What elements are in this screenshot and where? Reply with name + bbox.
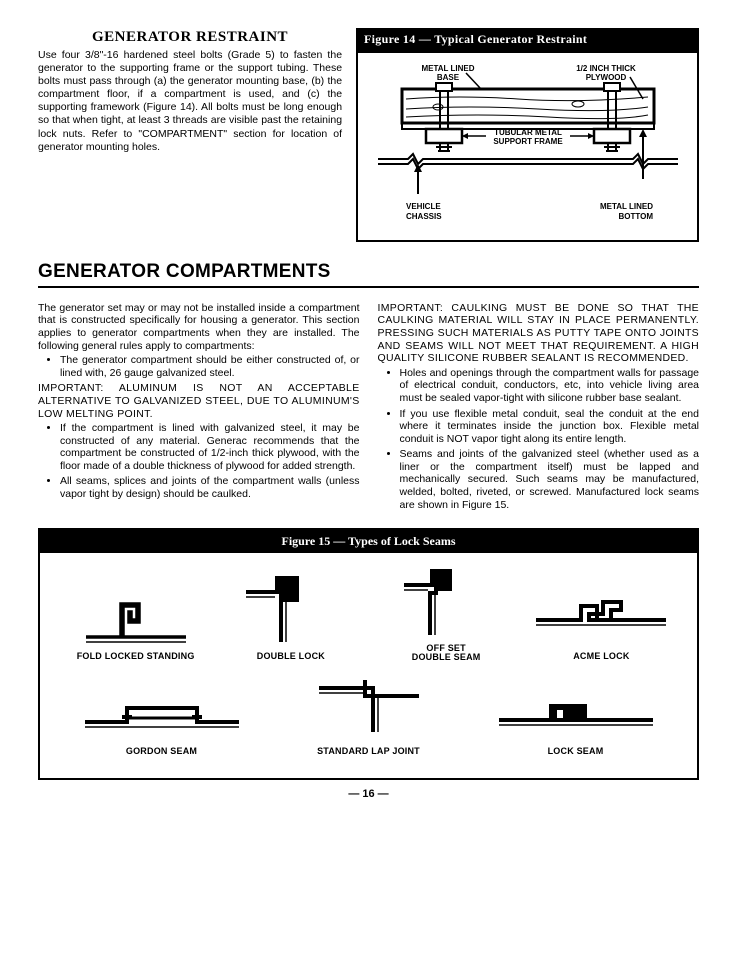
svg-text:METAL LINED: METAL LINED <box>421 64 474 73</box>
seam-fold: FOLD LOCKED STANDING <box>58 592 213 662</box>
intro-text: The generator set may or may not be inst… <box>38 302 360 352</box>
left-bullet-1: The generator compartment should be eith… <box>60 354 360 379</box>
important-1: IMPORTANT: ALUMINUM IS NOT AN ACCEPTABLE… <box>38 382 360 420</box>
right-bullet-2: If you use flexible metal conduit, seal … <box>400 408 700 446</box>
important-2: IMPORTANT: CAULKING MUST BE DONE SO THAT… <box>378 302 700 365</box>
left-column: The generator set may or may not be inst… <box>38 302 360 515</box>
left-bullet-3: All seams, splices and joints of the com… <box>60 475 360 500</box>
page-number: — 16 — <box>38 788 699 802</box>
seam-lock: LOCK SEAM <box>472 692 679 757</box>
fig14-title: Figure 14 — Typical Generator Restraint <box>356 28 699 51</box>
svg-text:BOTTOM: BOTTOM <box>618 212 653 221</box>
svg-text:TUBULAR METAL: TUBULAR METAL <box>494 128 562 137</box>
right-column: IMPORTANT: CAULKING MUST BE DONE SO THAT… <box>378 302 700 515</box>
seam-gordon: GORDON SEAM <box>58 692 265 757</box>
seam-offset: OFF SETDOUBLE SEAM <box>369 565 524 662</box>
seam-acme: ACME LOCK <box>524 592 679 662</box>
right-bullet-3: Seams and joints of the galvanized steel… <box>400 448 700 511</box>
restraint-heading: GENERATOR RESTRAINT <box>38 28 342 47</box>
restraint-body: Use four 3/8"-16 hardened steel bolts (G… <box>38 49 342 154</box>
svg-text:PLYWOOD: PLYWOOD <box>585 73 626 82</box>
svg-text:SUPPORT FRAME: SUPPORT FRAME <box>493 137 563 146</box>
left-bullet-2: If the compartment is lined with galvani… <box>60 422 360 472</box>
svg-text:1/2 INCH THICK: 1/2 INCH THICK <box>576 64 636 73</box>
compartments-heading: GENERATOR COMPARTMENTS <box>38 260 699 288</box>
svg-text:BASE: BASE <box>436 73 459 82</box>
svg-text:CHASSIS: CHASSIS <box>406 212 442 221</box>
svg-text:METAL LINED: METAL LINED <box>599 202 652 211</box>
seam-double: DOUBLE LOCK <box>213 572 368 662</box>
svg-text:VEHICLE: VEHICLE <box>406 202 441 211</box>
fig15-title: Figure 15 — Types of Lock Seams <box>40 530 697 553</box>
fig15-box: Figure 15 — Types of Lock Seams FOLD LOC… <box>38 528 699 779</box>
seam-lap: STANDARD LAP JOINT <box>265 672 472 757</box>
right-bullet-1: Holes and openings through the compartme… <box>400 367 700 405</box>
fig14-diagram: METAL LINED BASE 1/2 INCH THICK PLYWOOD <box>356 51 699 242</box>
